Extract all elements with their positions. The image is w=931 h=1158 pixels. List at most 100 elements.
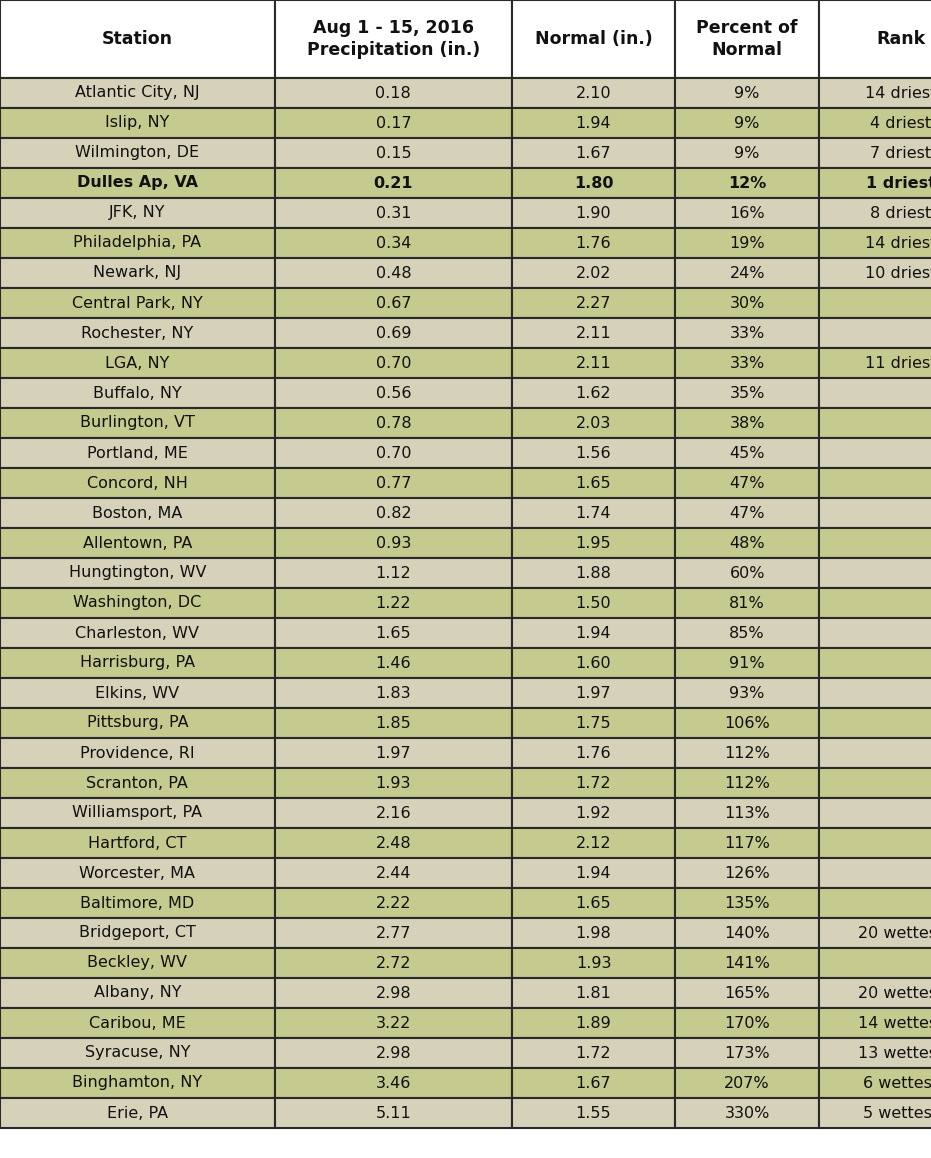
Bar — [275, 138, 512, 168]
Bar — [512, 588, 675, 618]
Text: 0.31: 0.31 — [375, 205, 412, 220]
Bar — [0, 888, 275, 918]
Bar — [819, 528, 931, 558]
Bar — [512, 318, 675, 349]
Text: 0.70: 0.70 — [375, 356, 412, 371]
Text: Hartford, CT: Hartford, CT — [88, 836, 186, 850]
Bar — [275, 828, 512, 858]
Bar — [512, 408, 675, 438]
Text: 45%: 45% — [729, 446, 765, 461]
Bar — [819, 828, 931, 858]
Bar — [275, 738, 512, 768]
Text: Worcester, MA: Worcester, MA — [79, 865, 196, 880]
Text: 1.92: 1.92 — [575, 806, 612, 821]
Text: Pittsburg, PA: Pittsburg, PA — [87, 716, 188, 731]
Bar — [675, 558, 819, 588]
Bar — [675, 408, 819, 438]
Bar — [819, 618, 931, 648]
Text: 1.60: 1.60 — [575, 655, 612, 670]
Text: 1.55: 1.55 — [575, 1106, 612, 1121]
Bar — [675, 1038, 819, 1068]
Text: 106%: 106% — [724, 716, 770, 731]
Bar — [275, 888, 512, 918]
Text: 1.90: 1.90 — [575, 205, 612, 220]
Bar — [0, 858, 275, 888]
Text: 112%: 112% — [724, 776, 770, 791]
Bar — [275, 1038, 512, 1068]
Bar — [675, 168, 819, 198]
Text: 0.67: 0.67 — [375, 295, 412, 310]
Text: Newark, NJ: Newark, NJ — [93, 265, 182, 280]
Bar — [275, 1098, 512, 1128]
Text: 2.12: 2.12 — [575, 836, 612, 850]
Text: Boston, MA: Boston, MA — [92, 506, 182, 520]
Bar — [675, 228, 819, 258]
Bar — [0, 708, 275, 738]
Bar — [275, 349, 512, 378]
Text: Atlantic City, NJ: Atlantic City, NJ — [75, 86, 199, 101]
Text: 38%: 38% — [729, 416, 765, 431]
Bar — [275, 708, 512, 738]
Bar — [819, 1038, 931, 1068]
Text: 9%: 9% — [735, 146, 760, 161]
Bar — [819, 738, 931, 768]
Text: Providence, RI: Providence, RI — [80, 746, 195, 761]
Text: 2.72: 2.72 — [375, 955, 412, 970]
Bar — [819, 258, 931, 288]
Text: Bridgeport, CT: Bridgeport, CT — [79, 925, 196, 940]
Text: Caribou, ME: Caribou, ME — [89, 1016, 185, 1031]
Text: LGA, NY: LGA, NY — [105, 356, 169, 371]
Bar — [675, 738, 819, 768]
Text: 33%: 33% — [730, 325, 764, 340]
Bar — [512, 918, 675, 948]
Bar — [275, 498, 512, 528]
Bar — [819, 948, 931, 979]
Bar — [819, 108, 931, 138]
Bar — [275, 648, 512, 677]
Bar — [275, 408, 512, 438]
Text: 1.83: 1.83 — [375, 686, 412, 701]
Text: 14 driest: 14 driest — [865, 235, 931, 250]
Text: 2.11: 2.11 — [575, 325, 612, 340]
Bar — [819, 438, 931, 468]
Bar — [275, 588, 512, 618]
Bar — [675, 438, 819, 468]
Text: 10 driest: 10 driest — [865, 265, 931, 280]
Bar — [0, 78, 275, 108]
Bar — [675, 498, 819, 528]
Bar — [0, 828, 275, 858]
Text: 1.67: 1.67 — [575, 146, 612, 161]
Bar — [675, 258, 819, 288]
Text: 0.78: 0.78 — [375, 416, 412, 431]
Text: 1.65: 1.65 — [575, 895, 612, 910]
Text: 11 driest: 11 driest — [865, 356, 931, 371]
Text: 47%: 47% — [729, 506, 765, 520]
Bar — [819, 168, 931, 198]
Text: 2.98: 2.98 — [375, 1046, 412, 1061]
Text: 7 driest: 7 driest — [870, 146, 931, 161]
Text: 112%: 112% — [724, 746, 770, 761]
Text: 1.50: 1.50 — [575, 595, 612, 610]
Bar — [512, 558, 675, 588]
Bar — [275, 798, 512, 828]
Bar — [512, 948, 675, 979]
Text: Dulles Ap, VA: Dulles Ap, VA — [77, 176, 197, 191]
Bar — [512, 498, 675, 528]
Text: 0.15: 0.15 — [375, 146, 412, 161]
Bar — [512, 858, 675, 888]
Text: 165%: 165% — [724, 985, 770, 1001]
Bar — [275, 258, 512, 288]
Text: 173%: 173% — [724, 1046, 770, 1061]
Bar — [675, 288, 819, 318]
Bar — [0, 498, 275, 528]
Text: 113%: 113% — [724, 806, 770, 821]
Bar — [512, 108, 675, 138]
Bar — [0, 768, 275, 798]
Bar — [675, 108, 819, 138]
Bar — [0, 648, 275, 677]
Text: 1.72: 1.72 — [575, 1046, 612, 1061]
Bar — [819, 378, 931, 408]
Bar — [819, 498, 931, 528]
Text: 2.11: 2.11 — [575, 356, 612, 371]
Bar — [819, 349, 931, 378]
